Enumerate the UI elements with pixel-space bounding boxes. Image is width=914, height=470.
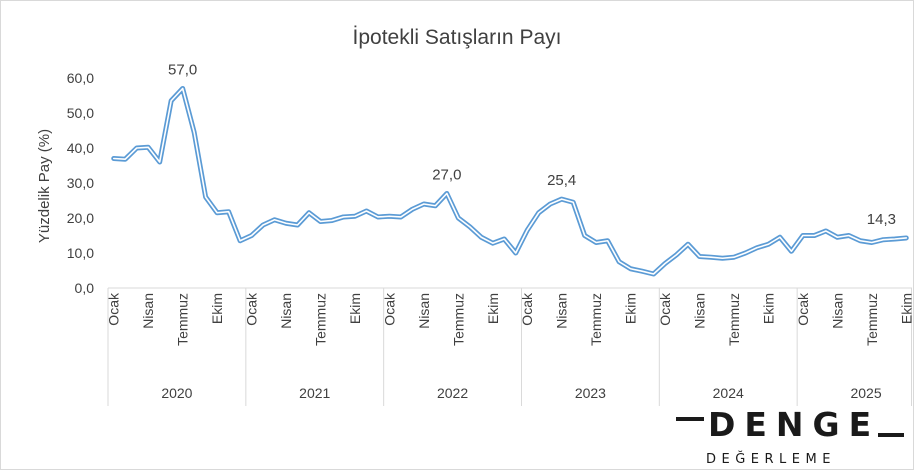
- month-tick-label: Ekim: [623, 293, 639, 324]
- year-label: 2025: [850, 385, 881, 401]
- y-tick-label: 30,0: [67, 175, 94, 191]
- year-label: 2020: [161, 385, 192, 401]
- y-tick-label: 0,0: [75, 280, 95, 296]
- month-tick-label: Ekim: [485, 293, 501, 324]
- month-tick-label: Ocak: [657, 292, 673, 326]
- series-line-inner: [112, 87, 908, 275]
- month-tick-label: Temmuz: [726, 293, 742, 346]
- month-tick-label: Ocak: [106, 292, 122, 326]
- x-axis: Ocak Nisan Temmuz Ekim Ocak Nisan Temmuz Ekim Oc…: [106, 287, 914, 406]
- month-tick-label: Ocak: [244, 292, 260, 326]
- month-tick-label: Nisan: [829, 293, 845, 329]
- logo-sub: DEĞERLEME: [706, 451, 836, 467]
- y-tick-label: 50,0: [67, 105, 94, 121]
- data-labels: 57,0 27,0 25,4 14,3: [168, 62, 896, 228]
- y-tick-label: 60,0: [67, 70, 94, 86]
- month-tick-label: Ekim: [760, 293, 776, 324]
- year-label: 2023: [575, 385, 606, 401]
- month-tick-label: Ekim: [209, 293, 225, 324]
- data-label: 25,4: [547, 172, 576, 189]
- month-tick-label: Temmuz: [588, 293, 604, 346]
- month-tick-label: Ocak: [795, 292, 811, 326]
- month-tick-label: Ocak: [519, 292, 535, 326]
- y-axis: 0,0 10,0 20,0 30,0 40,0 50,0 60,0: [67, 70, 94, 296]
- month-tick-label: Nisan: [278, 293, 294, 329]
- y-tick-label: 20,0: [67, 210, 94, 226]
- month-tick-label: Nisan: [416, 293, 432, 329]
- month-tick-label: Temmuz: [175, 293, 191, 346]
- y-tick-label: 40,0: [67, 140, 94, 156]
- month-tick-label: Ekim: [347, 293, 363, 324]
- month-tick-label: Nisan: [140, 293, 156, 329]
- data-label: 57,0: [168, 62, 197, 79]
- month-tick-label: Temmuz: [312, 293, 328, 346]
- year-label: 2022: [437, 385, 468, 401]
- chart-title: İpotekli Satışların Payı: [353, 26, 562, 49]
- month-tick-label: Nisan: [554, 293, 570, 329]
- month-tick-label: Nisan: [692, 293, 708, 329]
- data-label: 27,0: [432, 167, 461, 184]
- series-line: [111, 86, 909, 277]
- month-tick-label: Ocak: [381, 292, 397, 326]
- month-tick-label: Ekim: [898, 293, 914, 324]
- year-label: 2021: [299, 385, 330, 401]
- y-tick-label: 10,0: [67, 245, 94, 261]
- data-label: 14,3: [867, 211, 896, 228]
- logo-bar-left: [676, 417, 704, 421]
- y-axis-label: Yüzdelik Pay (%): [36, 129, 53, 243]
- logo-bar-right: [878, 433, 904, 437]
- denge-logo: DENGE DEĞERLEME: [676, 405, 904, 467]
- month-tick-label: Temmuz: [450, 293, 466, 346]
- month-tick-label: Temmuz: [864, 293, 880, 346]
- logo-name: DENGE: [708, 405, 880, 444]
- year-label: 2024: [713, 385, 744, 401]
